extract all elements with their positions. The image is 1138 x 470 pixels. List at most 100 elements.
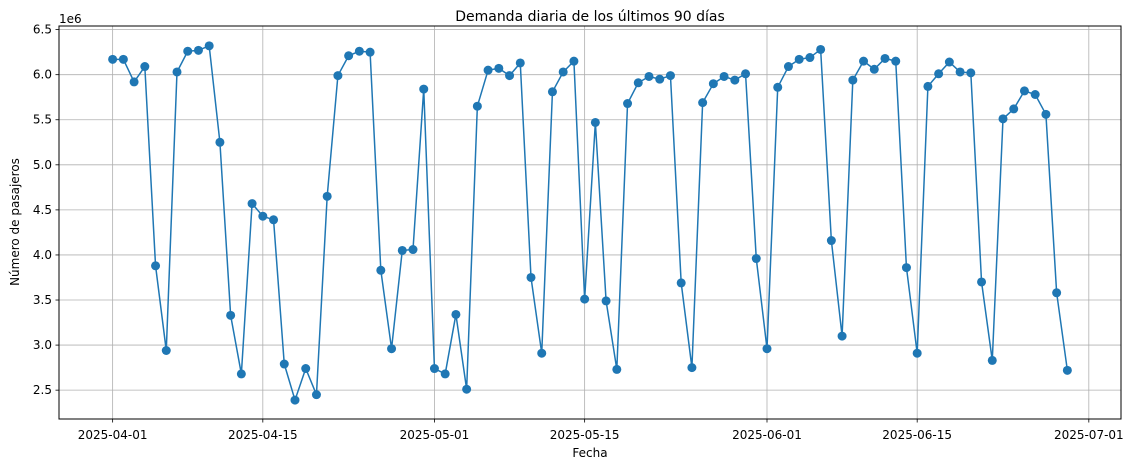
- data-point: [837, 331, 847, 341]
- x-tick-label: 2025-05-01: [400, 428, 470, 442]
- data-point: [676, 278, 686, 288]
- data-point: [708, 79, 718, 89]
- data-point: [966, 68, 976, 78]
- data-point: [472, 101, 482, 111]
- data-point: [644, 71, 654, 81]
- data-point: [494, 63, 504, 73]
- data-point: [665, 71, 675, 81]
- y-axis-label: Número de pasajeros: [8, 158, 22, 286]
- data-point: [333, 71, 343, 81]
- data-point: [880, 53, 890, 63]
- data-point: [762, 344, 772, 354]
- data-point: [226, 310, 236, 320]
- data-point: [183, 46, 193, 56]
- data-point: [580, 294, 590, 304]
- y-tick-label: 4.0: [33, 248, 52, 262]
- data-point: [1030, 90, 1040, 99]
- data-point: [1041, 109, 1051, 119]
- data-point: [730, 75, 740, 85]
- data-point: [537, 348, 547, 358]
- data-point: [923, 81, 933, 91]
- chart-title: Demanda diaria de los últimos 90 días: [455, 9, 725, 25]
- data-point: [633, 78, 643, 88]
- data-point: [172, 67, 182, 77]
- y-tick-label: 4.5: [33, 203, 52, 217]
- y-tick-label: 6.0: [33, 68, 52, 82]
- x-tick-label: 2025-07-01: [1054, 428, 1124, 442]
- x-axis-ticks: 2025-04-01 2025-04-15 2025-05-01 2025-05-15…: [78, 419, 1124, 442]
- y-tick-label: 2.5: [33, 383, 52, 397]
- data-point: [204, 41, 214, 51]
- data-point: [869, 64, 879, 74]
- data-point: [365, 47, 375, 57]
- data-point: [783, 62, 793, 72]
- grid-lines: [59, 26, 1121, 419]
- data-point: [269, 215, 279, 225]
- x-tick-label: 2025-06-15: [882, 428, 952, 442]
- data-point: [236, 369, 246, 379]
- x-tick-label: 2025-05-15: [550, 428, 620, 442]
- x-tick-label: 2025-06-01: [732, 428, 802, 442]
- y-axis-ticks: 2.5 3.0 3.5 4.0 4.5 5.0 5.5 6.0 6.5: [33, 23, 59, 397]
- data-point: [751, 254, 761, 264]
- data-point: [462, 384, 472, 394]
- data-point: [719, 71, 729, 81]
- y-offset-label: 1e6: [59, 12, 82, 26]
- data-point: [741, 69, 751, 79]
- data-point: [161, 346, 171, 355]
- data-point: [1052, 288, 1062, 298]
- data-point: [955, 67, 965, 77]
- data-point: [311, 390, 321, 400]
- data-point: [408, 245, 418, 255]
- data-point: [344, 51, 354, 61]
- data-point: [612, 364, 622, 374]
- data-point: [687, 363, 697, 373]
- data-point: [1009, 104, 1019, 114]
- data-point: [859, 56, 869, 66]
- data-point: [247, 199, 257, 209]
- x-tick-label: 2025-04-15: [228, 428, 298, 442]
- data-point: [193, 45, 203, 55]
- y-tick-label: 5.5: [33, 113, 52, 127]
- data-point: [440, 369, 450, 379]
- data-point: [901, 263, 911, 273]
- data-point: [290, 395, 300, 405]
- data-point: [258, 211, 268, 221]
- data-point: [215, 137, 225, 147]
- data-point: [397, 245, 407, 255]
- data-point: [505, 71, 515, 81]
- data-point: [805, 53, 815, 63]
- x-tick-label: 2025-04-01: [78, 428, 148, 442]
- data-point: [848, 75, 858, 85]
- data-point: [944, 57, 954, 67]
- data-point: [451, 309, 461, 319]
- plot-frame: [58, 25, 1122, 420]
- data-point: [376, 265, 386, 275]
- data-point: [483, 65, 493, 75]
- data-point: [934, 69, 944, 79]
- data-point: [987, 355, 997, 365]
- data-point: [601, 296, 611, 306]
- data-point: [1019, 86, 1029, 96]
- data-point: [998, 114, 1008, 124]
- y-tick-label: 3.5: [33, 293, 52, 307]
- data-point: [419, 84, 429, 94]
- data-point: [891, 56, 901, 66]
- data-point: [826, 236, 836, 246]
- data-point: [558, 67, 568, 77]
- data-point: [912, 348, 922, 358]
- y-tick-label: 6.5: [33, 23, 52, 37]
- data-point: [279, 359, 289, 369]
- data-point: [140, 62, 150, 72]
- data-point: [515, 58, 525, 68]
- data-point: [387, 344, 397, 354]
- data-point: [794, 54, 804, 64]
- data-point: [429, 364, 439, 374]
- data-point: [1062, 365, 1072, 375]
- data-point: [816, 44, 826, 54]
- data-point: [108, 54, 118, 64]
- data-point: [569, 56, 579, 66]
- data-point: [623, 99, 633, 109]
